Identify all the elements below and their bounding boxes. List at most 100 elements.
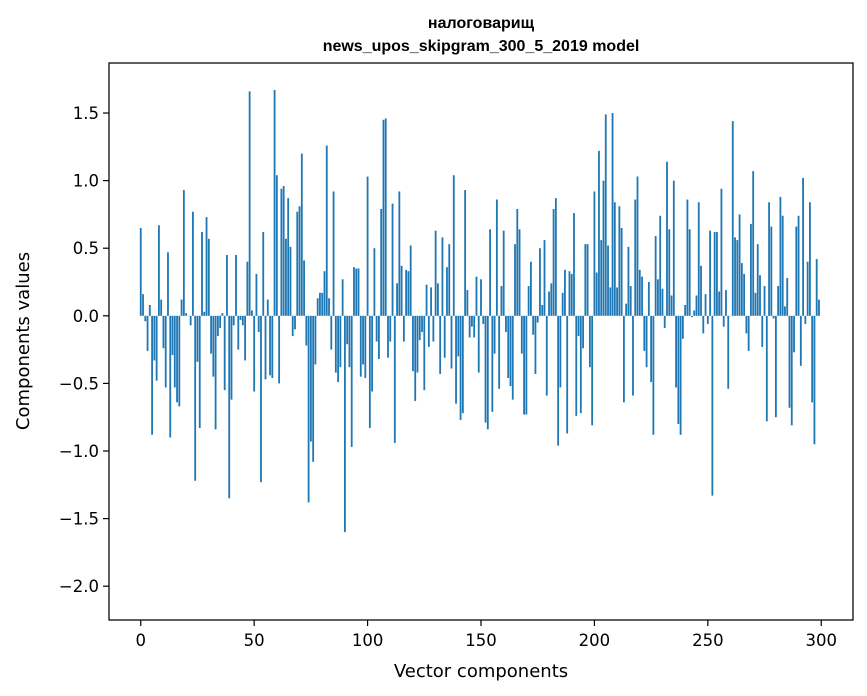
- bar: [777, 286, 780, 316]
- bar: [332, 191, 335, 316]
- bar: [341, 279, 344, 316]
- bar: [722, 315, 725, 327]
- bar: [334, 315, 337, 373]
- bar: [203, 311, 206, 316]
- bar: [418, 315, 421, 341]
- bar: [464, 190, 467, 316]
- bar: [414, 315, 417, 401]
- bar: [280, 188, 283, 316]
- bar: [291, 315, 294, 337]
- bar: [793, 315, 795, 353]
- bar: [484, 315, 487, 423]
- bar: [591, 315, 594, 426]
- bar: [151, 315, 153, 435]
- bar: [180, 299, 183, 316]
- bar: [402, 315, 405, 342]
- bar: [759, 275, 761, 316]
- bar: [725, 290, 727, 316]
- x-tick-label: 250: [692, 631, 724, 650]
- y-axis-ticks: −2.0 −1.5 −1.0 −0.5 0.0 0.5 1.0 1.5: [59, 104, 109, 596]
- bar: [600, 240, 603, 316]
- bar: [663, 315, 666, 328]
- bar: [768, 202, 770, 316]
- bar: [706, 315, 709, 324]
- bar: [285, 238, 287, 316]
- bar: [412, 315, 414, 372]
- bar: [691, 315, 693, 318]
- bar: [169, 315, 172, 438]
- bar: [251, 310, 253, 316]
- bar: [314, 315, 317, 365]
- bar: [811, 315, 814, 403]
- bar: [407, 271, 410, 316]
- bar: [629, 286, 632, 316]
- bar: [643, 315, 646, 351]
- bar: [421, 315, 423, 333]
- bar: [359, 315, 362, 377]
- bar: [398, 191, 401, 316]
- bar: [686, 199, 689, 316]
- bar: [312, 315, 315, 462]
- x-tick-label: 150: [465, 631, 497, 650]
- bar: [461, 315, 464, 414]
- bar: [539, 248, 541, 316]
- bar: [289, 246, 292, 316]
- bar: [212, 315, 215, 377]
- bar: [652, 315, 655, 435]
- bar: [192, 211, 194, 316]
- bar: [781, 215, 784, 316]
- bar: [554, 198, 557, 316]
- bar: [480, 279, 482, 316]
- chart-title: налоговарищ: [428, 15, 535, 32]
- bar: [566, 315, 569, 434]
- bar: [142, 294, 144, 316]
- bar: [550, 283, 553, 316]
- bar: [269, 315, 271, 376]
- bar: [262, 231, 265, 316]
- bar: [666, 161, 668, 316]
- bar: [348, 315, 351, 368]
- bar: [804, 315, 807, 324]
- bar: [548, 291, 550, 316]
- bar: [654, 236, 657, 316]
- bar: [164, 315, 167, 388]
- bar: [815, 259, 818, 316]
- bar: [266, 299, 269, 316]
- bar: [588, 315, 591, 368]
- bar: [389, 315, 392, 342]
- bar: [763, 286, 766, 316]
- bar: [273, 90, 276, 316]
- bar: [230, 315, 233, 400]
- bar: [813, 315, 816, 445]
- bar: [511, 315, 514, 400]
- bar: [598, 150, 600, 316]
- x-tick-label: 100: [352, 631, 384, 650]
- x-axis-ticks: 0 50 100 150 200 250 300: [136, 620, 837, 650]
- bar: [210, 315, 212, 354]
- bar: [303, 260, 305, 316]
- bar: [613, 202, 616, 316]
- bar: [323, 271, 326, 316]
- bar: [738, 214, 741, 316]
- y-tick-label: 1.0: [73, 172, 99, 191]
- bar: [167, 252, 169, 316]
- bar: [557, 315, 560, 446]
- x-tick-label: 200: [579, 631, 611, 650]
- bar: [500, 286, 503, 316]
- bar: [296, 211, 299, 316]
- bars-group: [139, 90, 820, 533]
- bar: [559, 315, 562, 388]
- bar: [432, 315, 435, 342]
- bar: [459, 315, 462, 420]
- bar: [502, 230, 505, 316]
- bar: [235, 254, 237, 316]
- bar: [237, 315, 240, 350]
- bar: [704, 294, 707, 316]
- bar: [368, 315, 371, 429]
- bar: [486, 315, 489, 430]
- bar: [446, 267, 448, 316]
- bar: [441, 237, 444, 316]
- bar: [158, 225, 160, 316]
- bar: [632, 315, 634, 396]
- bar: [772, 315, 775, 319]
